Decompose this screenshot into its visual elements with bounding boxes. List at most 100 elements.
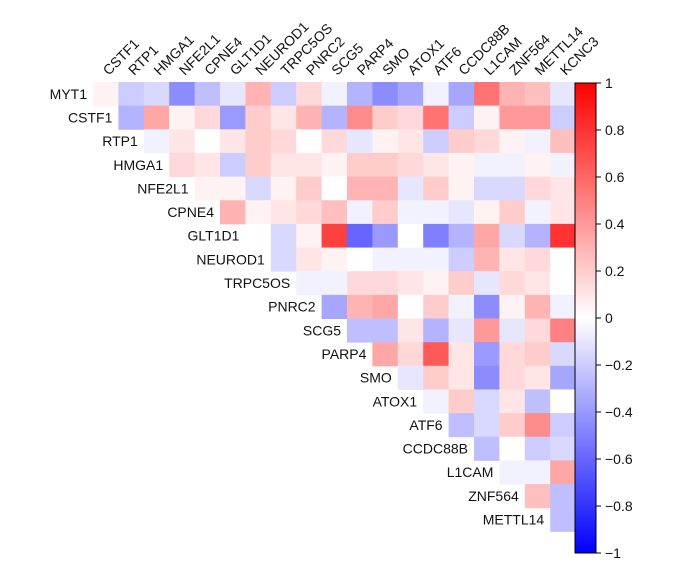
- colorbar-gradient: [574, 82, 597, 554]
- heatmap-cell: [524, 200, 551, 225]
- heatmap-cell: [448, 389, 475, 414]
- heatmap-cell: [499, 389, 526, 414]
- heatmap-cell: [550, 436, 577, 461]
- row-label: CCDC88B: [403, 441, 468, 457]
- heatmap-cell: [143, 129, 170, 154]
- heatmap-cell: [448, 342, 475, 367]
- row-label: SMO: [360, 370, 392, 386]
- heatmap-cell: [143, 82, 170, 107]
- heatmap-cell: [321, 223, 348, 249]
- heatmap-cell: [499, 82, 526, 107]
- colorbar-tick-label: −0.6: [605, 451, 633, 467]
- heatmap-cell: [524, 129, 551, 154]
- row-label: METTL14: [483, 512, 545, 528]
- heatmap-cell: [296, 176, 323, 201]
- heatmap-cells: [93, 82, 577, 532]
- heatmap-cell: [347, 176, 373, 201]
- heatmap-cell: [270, 105, 297, 130]
- heatmap-cell: [474, 342, 500, 367]
- heatmap-cell: [448, 105, 475, 130]
- colorbar-tick-label: 0.8: [605, 122, 625, 138]
- heatmap-cell: [499, 152, 526, 178]
- heatmap-cell: [524, 484, 551, 509]
- heatmap-cell: [423, 342, 450, 367]
- heatmap-cell: [423, 176, 450, 201]
- heatmap-cell: [245, 223, 272, 249]
- heatmap-cell: [194, 82, 221, 107]
- heatmap-cell: [423, 82, 450, 107]
- heatmap-cell: [448, 152, 475, 178]
- heatmap-cell: [524, 105, 551, 130]
- heatmap-cell: [245, 152, 272, 178]
- heatmap-cell: [550, 318, 577, 343]
- heatmap-cell: [194, 176, 221, 201]
- heatmap-cell: [296, 223, 323, 249]
- heatmap-cell: [397, 318, 424, 343]
- heatmap-cell: [270, 129, 297, 154]
- heatmap-cell: [397, 200, 424, 225]
- heatmap-cell: [245, 105, 272, 130]
- heatmap-cell: [448, 82, 475, 107]
- heatmap-cell: [524, 82, 551, 107]
- heatmap-cell: [448, 413, 475, 438]
- heatmap-cell: [245, 82, 272, 107]
- heatmap-cell: [347, 271, 373, 296]
- heatmap-cell: [550, 365, 577, 390]
- heatmap-cell: [474, 176, 500, 201]
- heatmap-cell: [550, 129, 577, 154]
- heatmap-cell: [270, 152, 297, 178]
- row-label: L1CAM: [447, 464, 494, 480]
- row-label: CPNE4: [167, 204, 214, 220]
- heatmap-cell: [448, 200, 475, 225]
- colorbar-tick-label: −1: [605, 545, 621, 561]
- heatmap-cell: [296, 105, 323, 130]
- heatmap-cell: [524, 176, 551, 201]
- colorbar-tick-label: −0.2: [605, 357, 633, 373]
- row-label: NFE2L1: [137, 180, 189, 196]
- heatmap-cell: [397, 152, 424, 178]
- heatmap-cell: [397, 271, 424, 296]
- heatmap-cell: [296, 247, 323, 272]
- heatmap-cell: [550, 271, 577, 296]
- heatmap-cell: [397, 223, 424, 249]
- heatmap-cell: [524, 460, 551, 485]
- heatmap-cell: [499, 247, 526, 272]
- heatmap-cell: [245, 176, 272, 201]
- heatmap-cell: [194, 129, 221, 154]
- heatmap-cell: [474, 294, 500, 319]
- heatmap-cell: [423, 223, 450, 249]
- row-label: HMGA1: [113, 157, 163, 173]
- heatmap-cell: [397, 342, 424, 367]
- heatmap-cell: [372, 200, 399, 225]
- row-label: TRPC5OS: [224, 275, 290, 291]
- heatmap-cell: [524, 413, 551, 438]
- heatmap-cell: [499, 200, 526, 225]
- heatmap-cell: [296, 129, 323, 154]
- row-label: SCG5: [303, 322, 341, 338]
- heatmap-cell: [397, 82, 424, 107]
- row-label: CSTF1: [68, 109, 113, 125]
- heatmap-cell: [169, 105, 196, 130]
- heatmap-cell: [143, 105, 170, 130]
- row-label: MYT1: [50, 86, 88, 102]
- heatmap-cell: [372, 82, 399, 107]
- heatmap-cell: [321, 129, 348, 154]
- heatmap-cell: [321, 200, 348, 225]
- heatmap-cell: [321, 271, 348, 296]
- heatmap-cell: [474, 200, 500, 225]
- heatmap-cell: [321, 176, 348, 201]
- heatmap-cell: [550, 176, 577, 201]
- heatmap-cell: [550, 342, 577, 367]
- heatmap-cell: [423, 247, 450, 272]
- heatmap-cell: [524, 365, 551, 390]
- heatmap-cell: [220, 152, 246, 178]
- heatmap-cell: [499, 318, 526, 343]
- heatmap-cell: [499, 294, 526, 319]
- heatmap-cell: [499, 129, 526, 154]
- heatmap-cell: [524, 247, 551, 272]
- heatmap-cell: [550, 294, 577, 319]
- heatmap-cell: [296, 200, 323, 225]
- heatmap-cell: [347, 200, 373, 225]
- heatmap-cell: [550, 247, 577, 272]
